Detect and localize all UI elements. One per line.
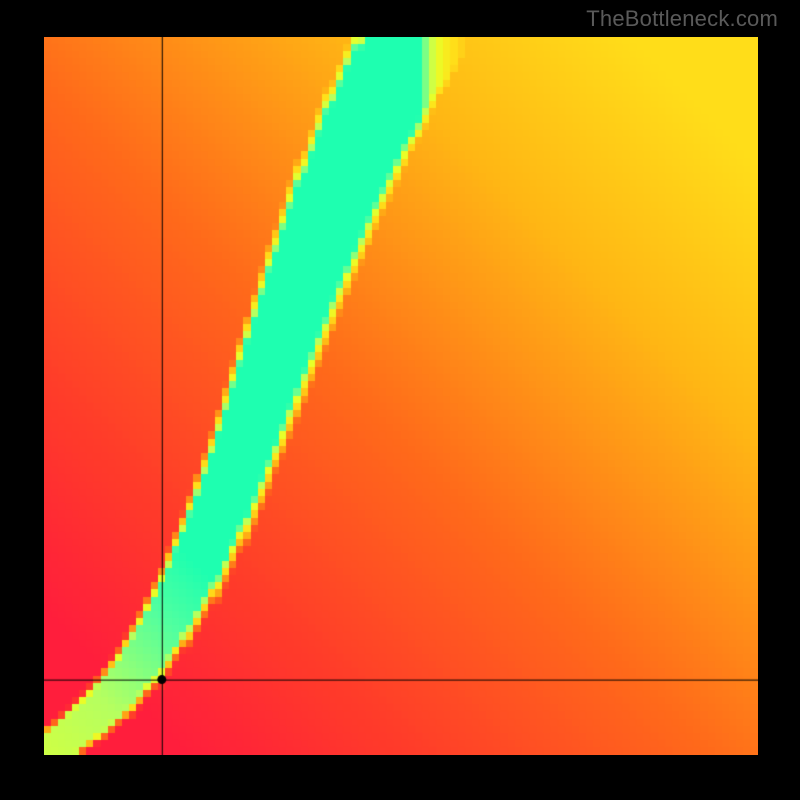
chart-container: { "attribution": "TheBottleneck.com", "c… — [0, 0, 800, 800]
bottleneck-heatmap — [44, 37, 758, 755]
attribution-text: TheBottleneck.com — [586, 6, 778, 32]
